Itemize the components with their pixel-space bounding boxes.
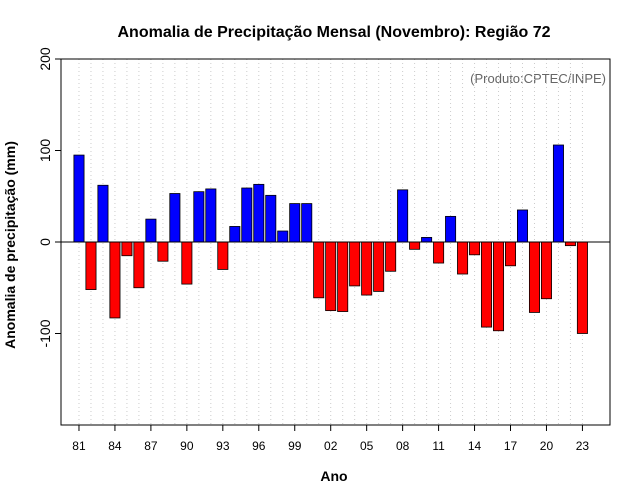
- bar-1995: [241, 187, 253, 243]
- bar-2005: [361, 241, 373, 296]
- y-axis: -100 0 100 200: [37, 47, 61, 348]
- bar-1985: [121, 241, 133, 257]
- bar-1987: [145, 218, 157, 243]
- bar-2022: [564, 241, 576, 247]
- bar-1997: [265, 194, 277, 243]
- bar-1982: [85, 241, 97, 290]
- bar-2002: [325, 241, 337, 312]
- bar-2021: [552, 144, 564, 243]
- x-tick-label: 96: [252, 439, 266, 453]
- bar-1996: [253, 183, 265, 243]
- x-tick-label: 05: [360, 439, 374, 453]
- bar-1984: [109, 241, 121, 319]
- bar-2008: [397, 189, 409, 243]
- product-annotation: (Produto:CPTEC/INPE): [470, 71, 606, 86]
- x-axis: 81 84 87 90 93 96 99 02 05 08 11 14 17 20 23: [72, 425, 589, 453]
- bar-1989: [169, 193, 181, 243]
- x-tick-label: 81: [72, 439, 86, 453]
- bar-1990: [181, 241, 193, 285]
- x-tick-label: 93: [216, 439, 230, 453]
- bar-2001: [313, 241, 325, 299]
- x-tick-label: 84: [108, 439, 122, 453]
- bar-2012: [445, 215, 457, 243]
- x-tick-label: 99: [288, 439, 302, 453]
- bar-1993: [217, 241, 229, 270]
- y-tick-label: 0: [37, 238, 53, 246]
- bar-1998: [277, 230, 289, 243]
- bar-2015: [481, 241, 493, 328]
- y-axis-label: Anomalia de precipitação (mm): [2, 141, 18, 349]
- bar-2003: [337, 241, 349, 312]
- bar-2020: [540, 241, 552, 300]
- bars: [73, 144, 588, 334]
- bar-1986: [133, 241, 145, 289]
- bar-2014: [469, 241, 481, 256]
- x-tick-label: 87: [144, 439, 158, 453]
- bar-2019: [528, 241, 540, 313]
- x-tick-label: 08: [396, 439, 410, 453]
- y-tick-label: 200: [37, 47, 53, 71]
- bar-2007: [385, 241, 397, 272]
- bar-2018: [517, 209, 528, 243]
- bar-1983: [97, 184, 109, 243]
- bar-2011: [433, 241, 445, 264]
- bar-1981: [73, 154, 85, 243]
- x-tick-label: 14: [468, 439, 482, 453]
- bar-2013: [457, 241, 469, 275]
- x-tick-label: 20: [540, 439, 554, 453]
- bar-1991: [193, 191, 205, 243]
- bar-2000: [301, 203, 313, 243]
- bar-1992: [205, 188, 217, 243]
- bar-2004: [349, 241, 361, 287]
- bar-2023: [576, 241, 588, 334]
- bar-2009: [409, 241, 421, 250]
- chart-title: Anomalia de Precipitação Mensal (Novembr…: [117, 24, 550, 41]
- y-tick-label: -100: [37, 319, 53, 347]
- bar-2016: [493, 241, 505, 332]
- x-tick-label: 11: [432, 439, 445, 453]
- grid-lines: [78, 59, 583, 425]
- bar-1994: [229, 226, 241, 243]
- x-axis-label: Ano: [320, 468, 347, 484]
- x-tick-label: 17: [504, 439, 518, 453]
- x-tick-label: 90: [180, 439, 194, 453]
- x-tick-label: 02: [324, 439, 338, 453]
- x-tick-label: 23: [576, 439, 590, 453]
- bar-2017: [505, 241, 517, 267]
- bar-2006: [373, 241, 385, 292]
- bar-2010: [421, 237, 433, 243]
- y-tick-label: 100: [37, 139, 53, 163]
- bar-1999: [289, 203, 301, 243]
- bar-1988: [157, 241, 169, 262]
